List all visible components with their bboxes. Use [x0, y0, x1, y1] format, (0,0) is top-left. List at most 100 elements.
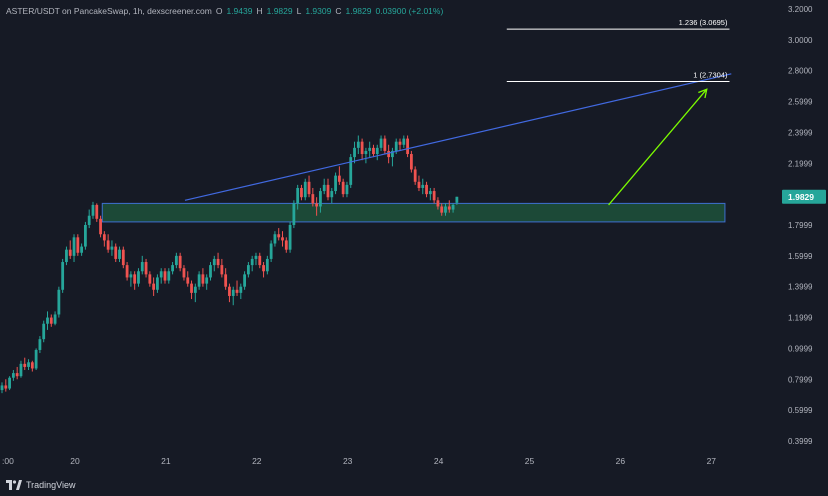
candle-body [406, 138, 409, 155]
candle-body [0, 385, 4, 391]
candle-body [11, 373, 15, 378]
candle-body [38, 339, 42, 350]
price-tick-label: 3.0000 [788, 36, 813, 45]
candle-body [269, 243, 273, 259]
candle-body [409, 154, 413, 170]
candle-body [273, 234, 277, 244]
high-value: 1.9829 [266, 6, 293, 16]
candle-body [30, 362, 34, 369]
candle-body [212, 258, 216, 266]
candle-body [4, 385, 8, 389]
tradingview-logo-icon [6, 480, 22, 490]
candle-body [262, 265, 265, 272]
resistance-trendline[interactable] [184, 73, 732, 201]
candle-body [432, 191, 436, 201]
time-tick-label: 27 [707, 456, 717, 466]
symbol-label[interactable]: ASTER/USDT on PancakeSwap, 1h, dexscreen… [6, 6, 212, 16]
projection-arrow[interactable] [608, 88, 708, 206]
candle-body [83, 224, 87, 247]
candle-body [284, 240, 288, 250]
price-tick-label: 0.5999 [788, 406, 813, 415]
close-label: C [335, 6, 342, 16]
candle-body [197, 274, 201, 287]
candle-body [144, 262, 148, 275]
price-tick-label: 0.9999 [788, 344, 813, 353]
candle-body [216, 258, 220, 266]
candle-body [95, 204, 99, 219]
last-price-label: 1.9829 [788, 192, 814, 202]
candle-body [152, 283, 156, 290]
low-value: 1.9309 [305, 6, 332, 16]
candle-body [220, 265, 224, 275]
candle-body [444, 206, 447, 213]
time-tick-label: :00 [2, 456, 14, 466]
close-value: 1.9829 [345, 6, 372, 16]
candle-body [57, 289, 61, 315]
candle-body [72, 237, 76, 256]
candle-body [440, 206, 444, 213]
fib-level-label: 1 (2.7304) [693, 70, 728, 79]
candle-body [379, 138, 383, 148]
candle-body [148, 274, 152, 284]
candle-body [178, 255, 182, 269]
candle-body [201, 274, 205, 284]
candle-body [102, 234, 106, 241]
candle-body [417, 181, 421, 188]
candle-body [360, 141, 364, 155]
candle-body [76, 237, 80, 253]
candle-body [451, 204, 455, 210]
candle-body [364, 150, 368, 155]
chart-header: ASTER/USDT on PancakeSwap, 1h, dexscreen… [6, 4, 443, 18]
candle-body [372, 147, 375, 155]
candle-body [171, 265, 174, 272]
candle-body [330, 191, 334, 198]
candle-body [125, 265, 129, 278]
candle-body [61, 262, 65, 290]
candle-body [307, 181, 311, 195]
time-tick-label: 26 [616, 456, 626, 466]
candle-body [455, 196, 459, 203]
candle-body [292, 203, 296, 225]
candle-body [447, 206, 451, 210]
candle-body [99, 218, 102, 235]
candle-body [121, 249, 125, 266]
candle-body [341, 181, 345, 195]
candle-body [80, 246, 84, 253]
candle-body [311, 194, 315, 204]
candle-body [34, 349, 38, 369]
candle-body [224, 274, 228, 287]
candle-body [19, 363, 23, 377]
tradingview-logo[interactable]: TradingView [6, 478, 76, 492]
candle-body [190, 283, 193, 293]
support-zone-rect[interactable] [101, 202, 726, 223]
projection-arrow-head [698, 88, 708, 99]
candle-body [353, 147, 356, 158]
candle-body [277, 234, 281, 238]
candle-body [118, 249, 121, 259]
candle-body [182, 268, 186, 278]
candle-body [15, 373, 19, 377]
candle-body [391, 150, 394, 158]
candles-layer [0, 135, 459, 394]
candle-body [114, 246, 118, 259]
candle-body [436, 200, 440, 207]
candle-body [91, 204, 95, 216]
candle-body [319, 191, 322, 207]
candle-body [140, 262, 144, 272]
candle-body [413, 169, 417, 182]
open-label: O [215, 6, 223, 16]
candle-body [421, 184, 425, 188]
candle-body [246, 265, 250, 275]
open-value: 1.9439 [226, 6, 253, 16]
brand-text: TradingView [26, 480, 76, 490]
candle-body [27, 362, 30, 367]
price-tick-label: 0.3999 [788, 437, 813, 446]
candle-body [137, 271, 140, 284]
change-value: 0.03900 (+2.01%) [375, 6, 444, 16]
price-tick-label: 2.5999 [788, 98, 813, 107]
candle-body [254, 255, 258, 259]
price-tick-label: 0.7999 [788, 375, 813, 384]
candle-body [228, 286, 231, 296]
